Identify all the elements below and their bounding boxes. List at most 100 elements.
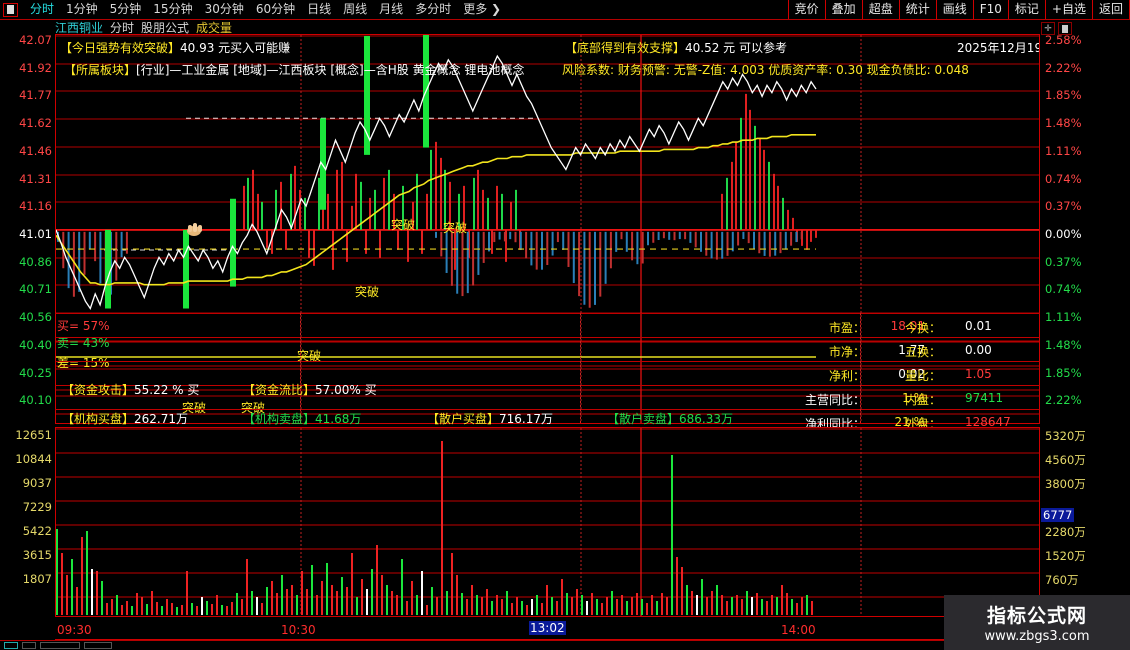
chart-period-label: 分时 [110, 20, 135, 35]
inst-buy-label: 【机构买盘】 [62, 412, 135, 426]
breakout-marker-1: 突破 [241, 401, 266, 415]
status-icon-3[interactable] [40, 642, 80, 649]
status-icon-1[interactable] [4, 642, 18, 649]
annotation-strong-breakout: 【今日强势有效突破】40.93 元买入可能赚 [60, 42, 290, 55]
inst-sell-item: 【机构卖盘】41.68万 [243, 413, 361, 426]
time-tick-0: 09:30 [57, 623, 92, 637]
volume-chart-svg [56, 428, 1039, 616]
pct-tick-10: 1.11% [1045, 310, 1082, 325]
period-tabs: 分时 1分钟 5分钟 15分钟 30分钟 60分钟 日线 周线 月线 多分时 更多 ❯ [24, 0, 507, 19]
price-chart-panel[interactable] [55, 34, 1040, 424]
volume-chart-panel[interactable] [55, 427, 1040, 617]
period-tab-8[interactable]: 月线 [379, 2, 404, 16]
stat-label-left-3: 主营同比： [804, 393, 865, 407]
stat-label-left-1: 市净： [828, 345, 865, 359]
annotation-value: 40.52 元 可以参考 [685, 41, 787, 55]
grid-dotted-divider [580, 313, 581, 424]
toolbar-button-3[interactable]: 统计 [898, 0, 936, 19]
split-panel-icon[interactable] [1058, 22, 1072, 35]
toolbar-button-2[interactable]: 超盘 [861, 0, 899, 19]
watermark: 指标公式网 www.zbgs3.com [944, 595, 1130, 650]
stat-label-right-2: 量比： [905, 369, 942, 383]
period-tab-1[interactable]: 1分钟 [66, 2, 98, 16]
status-icon-4[interactable] [84, 642, 112, 649]
status-icon-2[interactable] [22, 642, 36, 649]
crosshair-icon[interactable]: ✛ [1041, 22, 1055, 35]
volume-indicator-label[interactable]: 成交量 [196, 20, 233, 35]
toolbar-button-1[interactable]: 叠加 [824, 0, 862, 19]
stock-name[interactable]: 江西铜业 [55, 20, 104, 35]
pct-tick-7: 0.00% [1045, 227, 1082, 241]
volume-tick-left-2: 9037 [22, 476, 52, 490]
volume-tick-left-6: 1807 [22, 572, 52, 586]
period-tab-3[interactable]: 15分钟 [153, 2, 193, 16]
watermark-url: www.zbgs3.com [984, 629, 1090, 644]
diff-percent-label: 差= 15% [57, 356, 110, 370]
period-tab-5[interactable]: 60分钟 [255, 2, 296, 16]
annotation-value: [行业]—工业金属 [地域]—江西板块 [概念]—含H股 黄金概念 锂电池概念 [136, 63, 525, 77]
volume-tick-left-1: 10844 [15, 452, 52, 466]
price-tick-2: 41.77 [19, 88, 52, 103]
price-tick-1: 41.92 [19, 60, 52, 75]
price-tick-0: 42.07 [19, 33, 52, 47]
sell-percent-label: 卖= 43% [57, 336, 110, 350]
retail-buy-value: 716.17万 [499, 412, 554, 426]
annotation-date: 2025年12月19日星期 [957, 42, 1039, 55]
toolbar-button-7[interactable]: +自选 [1044, 0, 1092, 19]
price-tick-12: 40.25 [19, 365, 52, 380]
retail-sell-item: 【散户卖盘】686.33万 [607, 413, 733, 426]
price-tick-3: 41.62 [19, 116, 52, 131]
volume-highlight-value: 6777 [1041, 508, 1075, 522]
period-tab-9[interactable]: 多分时 [415, 2, 452, 16]
period-tab-7[interactable]: 周线 [343, 2, 368, 16]
grid-dotted-divider [300, 313, 301, 424]
bottom-status-strip [0, 640, 944, 650]
volume-tick-left-4: 5422 [22, 524, 52, 538]
toolbar-button-5[interactable]: F10 [972, 0, 1008, 19]
volume-tick-right-3: 2280万 [1045, 525, 1086, 539]
toolbar-button-8[interactable]: 返回 [1091, 0, 1130, 19]
pct-tick-13: 2.22% [1045, 393, 1082, 408]
inst-sell-value: 41.68万 [315, 412, 362, 426]
price-axis-left: 42.07 41.92 41.77 41.62 41.46 41.31 41.16 41.01… [0, 34, 55, 424]
annotation-risk: 风险系数: 财务预警: 无警-Z值: 4.003 优质资产率: 0.30 现金负… [562, 63, 969, 77]
breakout-marker-0: 突破 [182, 401, 207, 415]
breakout-marker-4: 突破 [391, 218, 416, 232]
retail-sell-value: 686.33万 [679, 412, 734, 426]
stat-value-left-2: 0.02 [898, 367, 925, 381]
fund-attack-value: 55.22 % 买 [134, 383, 200, 397]
stat-value-left-1: 1.77 [898, 343, 925, 357]
watermark-title: 指标公式网 [986, 605, 1087, 627]
toolbar-button-6[interactable]: 标记 [1007, 0, 1045, 19]
period-tab-2[interactable]: 5分钟 [109, 2, 142, 16]
volume-tick-right-1: 4560万 [1045, 453, 1086, 467]
volume-tick-right-0: 5320万 [1045, 429, 1086, 443]
stat-value-left-0: 18.01 [890, 319, 925, 333]
period-tab-0[interactable]: 分时 [30, 2, 55, 16]
stat-value-left-3: 1 % [902, 391, 925, 405]
stat-label-right-1: 五换： [905, 345, 942, 359]
period-tab-10[interactable]: 更多 ❯ [463, 2, 502, 16]
period-tab-4[interactable]: 30分钟 [204, 2, 244, 16]
time-tick-2: 14:00 [781, 623, 816, 637]
fund-attack-label: 【资金攻击】 [62, 383, 135, 397]
volume-axis-right: 5320万 4560万 3800万 2280万 1520万 760万 [1041, 427, 1130, 622]
retail-buy-item: 【散户买盘】716.17万 [427, 413, 553, 426]
indicator-name[interactable]: 股朋公式 [141, 20, 190, 35]
fund-attack-item: 【资金攻击】55.22 % 买 [62, 384, 199, 397]
volume-tick-right-4: 1520万 [1045, 549, 1086, 563]
stat-label-right-0: 今换： [905, 321, 942, 335]
period-tab-6[interactable]: 日线 [307, 2, 332, 16]
toolbar-button-0[interactable]: 竞价 [787, 0, 825, 19]
breakout-marker-5: 突破 [443, 221, 468, 235]
fund-flow-item: 【资金流比】57.00% 买 [243, 384, 377, 397]
chart-corner-icons: ✛ [1041, 22, 1072, 35]
annotation-label: 【底部得到有效支撑】 [565, 41, 686, 55]
inst-sell-label: 【机构卖盘】 [243, 412, 316, 426]
panel-toggle-icon[interactable] [3, 2, 18, 17]
price-tick-8: 40.86 [19, 254, 52, 269]
pct-tick-1: 2.22% [1045, 60, 1082, 75]
inst-buy-value: 262.71万 [134, 412, 189, 426]
toolbar-button-4[interactable]: 画线 [935, 0, 973, 19]
stat-value-left-4: 21 % [894, 415, 926, 429]
